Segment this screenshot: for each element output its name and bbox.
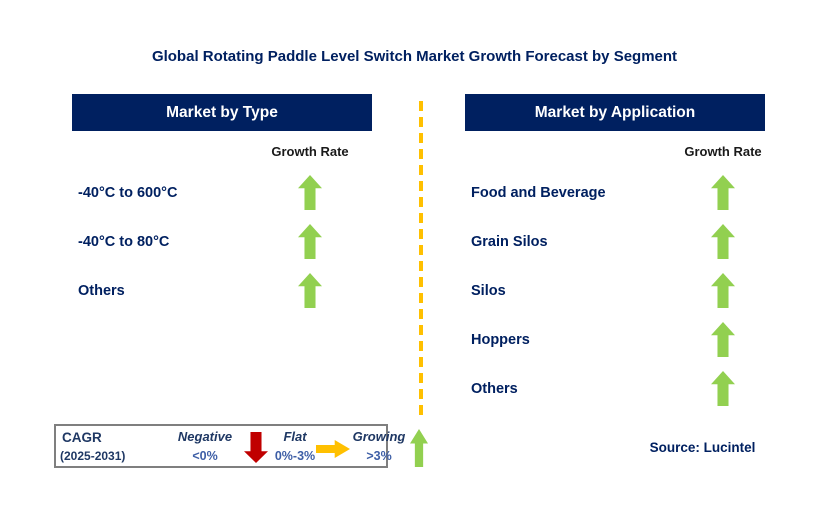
legend-negative-range: <0%: [192, 449, 218, 463]
panel-type-header: Market by Type: [72, 94, 372, 131]
table-row: -40°C to 80°C: [72, 217, 372, 266]
type-rows: -40°C to 600°C -40°C to 80°C Others: [72, 168, 372, 315]
table-row: Grain Silos: [465, 217, 765, 266]
legend-growing-range: >3%: [366, 449, 392, 463]
segment-label: Food and Beverage: [471, 184, 606, 201]
legend-cagr-label: CAGR: [62, 430, 102, 445]
negative-down-arrow-icon: [244, 432, 268, 463]
segment-label: Hoppers: [471, 331, 530, 348]
panel-market-by-type: Market by Type Growth Rate -40°C to 600°…: [72, 94, 372, 308]
growth-rate-header-row: Growth Rate: [72, 143, 372, 160]
segment-label: Others: [78, 282, 125, 299]
application-rows: Food and Beverage Grain Silos Silos Hopp…: [465, 168, 765, 413]
segment-label: -40°C to 600°C: [78, 184, 178, 201]
growth-up-arrow-icon: [298, 175, 322, 210]
table-row: Food and Beverage: [465, 168, 765, 217]
legend-negative-label: Negative: [177, 429, 233, 444]
table-row: Others: [465, 364, 765, 413]
divider-dashed-line: [419, 101, 423, 418]
segment-label: Others: [471, 380, 518, 397]
growth-up-arrow-icon: [711, 224, 735, 259]
table-row: Others: [72, 266, 372, 315]
source-credit: Source: Lucintel: [649, 440, 756, 455]
growth-up-arrow-icon: [298, 224, 322, 259]
legend-flat-range: 0%-3%: [274, 449, 316, 463]
segment-label: Grain Silos: [471, 233, 548, 250]
growing-up-arrow-icon: [410, 429, 428, 467]
growth-up-arrow-icon: [711, 322, 735, 357]
panel-market-by-application: Market by Application Growth Rate Food a…: [465, 94, 765, 406]
table-row: Hoppers: [465, 315, 765, 364]
growth-up-arrow-icon: [298, 273, 322, 308]
growth-up-arrow-icon: [711, 175, 735, 210]
growth-rate-header-row: Growth Rate: [465, 143, 765, 160]
legend-cagr-period: (2025-2031): [60, 449, 126, 463]
table-row: -40°C to 600°C: [72, 168, 372, 217]
legend-flat-label: Flat: [283, 429, 307, 444]
growth-up-arrow-icon: [711, 273, 735, 308]
segment-label: -40°C to 80°C: [78, 233, 170, 250]
growth-rate-label: Growth Rate: [684, 144, 762, 159]
table-row: Silos: [465, 266, 765, 315]
growth-rate-label: Growth Rate: [271, 144, 349, 159]
legend-growing-label: Growing: [352, 429, 406, 444]
segment-label: Silos: [471, 282, 506, 299]
growth-up-arrow-icon: [711, 371, 735, 406]
cagr-legend: CAGR (2025-2031) Negative <0% Flat 0%-3%…: [54, 424, 428, 468]
page-title: Global Rotating Paddle Level Switch Mark…: [151, 48, 678, 65]
panel-application-header: Market by Application: [465, 94, 765, 131]
